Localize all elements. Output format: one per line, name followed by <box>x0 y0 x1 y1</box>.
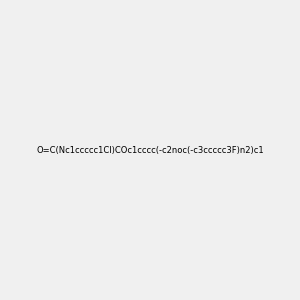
Text: O=C(Nc1ccccc1Cl)COc1cccc(-c2noc(-c3ccccc3F)n2)c1: O=C(Nc1ccccc1Cl)COc1cccc(-c2noc(-c3ccccc… <box>36 146 264 154</box>
